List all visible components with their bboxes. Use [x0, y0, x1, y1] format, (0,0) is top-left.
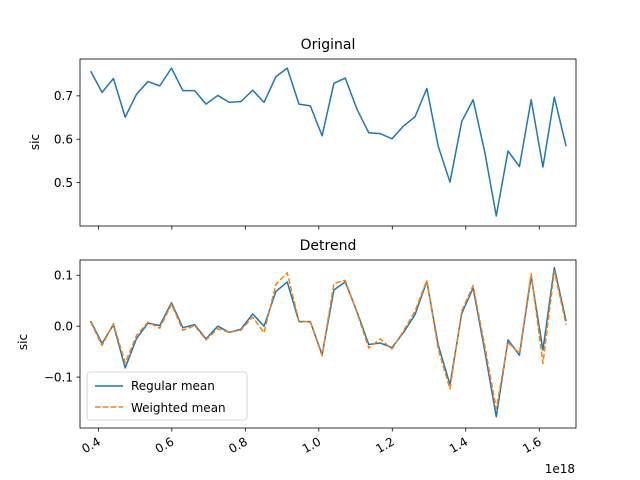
tick-layer: 0.5 0.6 0.7 — [54, 89, 540, 230]
axes-frame — [79, 259, 577, 429]
subplot-original: Original sic 0.5 0.6 0.7 — [28, 37, 577, 230]
series-line-0 — [89, 67, 567, 217]
subplot-detrend: Detrend sic −0.10.00.10.4 0.6 0.8 1.0 1.2 1.4… — [16, 238, 577, 476]
subplot-title: Detrend — [300, 238, 357, 254]
x-offset-label: 1e18 — [545, 462, 575, 476]
y-tick-label: −0.1 — [44, 370, 73, 384]
legend-box — [86, 371, 248, 421]
y-axis-label: sic — [28, 134, 42, 150]
tick-layer: −0.10.00.10.4 0.6 0.8 1.0 1.2 1.4 1.6 — [44, 269, 544, 457]
y-tick-label: 0.0 — [54, 319, 73, 333]
y-tick-label: 0.1 — [54, 269, 73, 283]
y-tick-label: 0.5 — [54, 176, 73, 190]
series-layer — [89, 67, 567, 217]
series-line-1 — [89, 270, 567, 410]
legend-label-regular-mean: Regular mean — [131, 379, 215, 393]
y-tick-label: 0.6 — [54, 133, 73, 147]
y-tick-label: 0.7 — [54, 89, 73, 103]
y-axis-label: sic — [16, 334, 30, 350]
subplot-title: Original — [301, 37, 356, 53]
legend: Regular mean Weighted mean — [86, 371, 248, 421]
axes-frame — [79, 58, 577, 227]
series-layer — [89, 266, 567, 418]
legend-label-weighted-mean: Weighted mean — [131, 401, 226, 415]
